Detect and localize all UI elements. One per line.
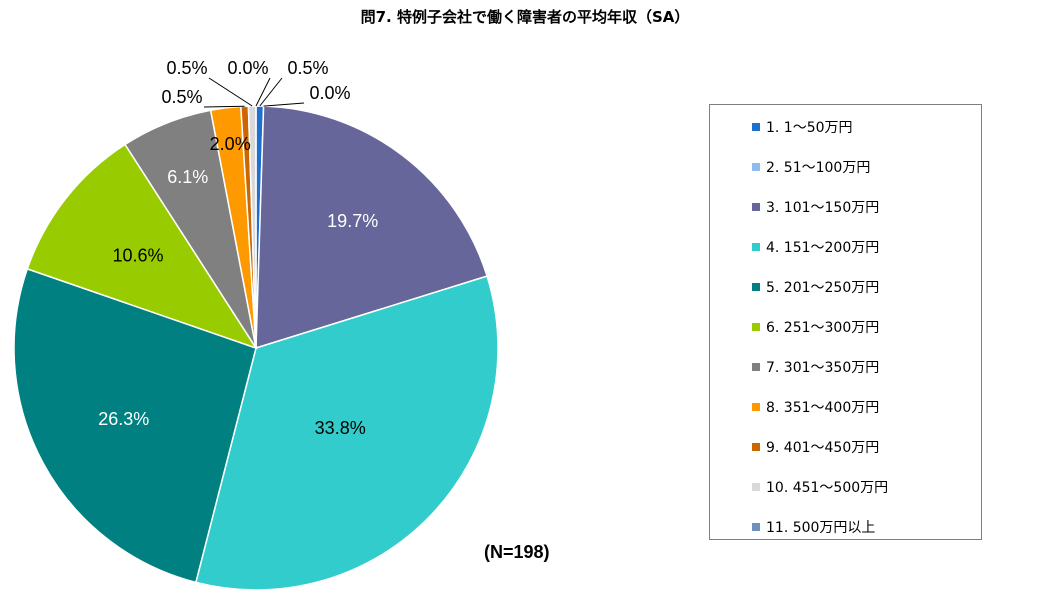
leader-line-9: [203, 105, 245, 108]
pie-slice-6: [26, 143, 258, 350]
legend-swatch: [752, 163, 760, 171]
legend-swatch: [752, 203, 760, 211]
legend-label: 10. 451～500万円: [766, 480, 889, 496]
legend-label: 8. 351～400万円: [766, 400, 880, 416]
legend-item-10: 10. 451～500万円: [752, 477, 888, 497]
legend-item-2: 2. 51～100万円: [752, 157, 870, 177]
legend-label: 3. 101～150万円: [766, 200, 880, 216]
sample-size-note: (N=198): [484, 542, 550, 562]
data-label-8: 2.0%: [210, 134, 251, 154]
data-label-9: 0.5%: [161, 87, 202, 107]
leader-line-2: [263, 102, 305, 107]
legend-swatch: [752, 363, 760, 371]
legend-label: 4. 151～200万円: [766, 240, 880, 256]
legend-label: 6. 251～300万円: [766, 320, 880, 336]
pie-slice-4: [194, 275, 499, 591]
legend-item-3: 3. 101～150万円: [752, 197, 879, 217]
legend-item-8: 8. 351～400万円: [752, 397, 879, 417]
pie-slice-3: [255, 105, 489, 350]
legend: 1. 1～50万円 2. 51～100万円 3. 101～150万円 4. 151～2…: [709, 104, 982, 540]
legend-swatch: [752, 283, 760, 291]
legend-swatch: [752, 443, 760, 451]
legend-swatch: [752, 403, 760, 411]
legend-item-4: 4. 151～200万円: [752, 237, 879, 257]
data-label-10: 0.5%: [166, 58, 207, 78]
legend-swatch: [752, 483, 760, 491]
legend-swatch: [752, 243, 760, 251]
legend-item-7: 7. 301～350万円: [752, 357, 879, 377]
leader-line-11: [255, 77, 271, 107]
legend-label: 2. 51～100万円: [766, 160, 871, 176]
legend-label: 5. 201～250万円: [766, 280, 880, 296]
legend-item-1: 1. 1～50万円: [752, 117, 853, 137]
leader-line-1: [259, 77, 283, 107]
data-label-2: 0.0%: [309, 83, 350, 103]
legend-swatch: [752, 523, 760, 531]
data-label-7: 6.1%: [167, 167, 208, 187]
data-label-5: 26.3%: [98, 409, 149, 429]
data-label-6: 10.6%: [112, 245, 163, 265]
data-label-11: 0.0%: [227, 58, 268, 78]
legend-swatch: [752, 323, 760, 331]
legend-label: 1. 1～50万円: [766, 120, 853, 136]
pie-slice-10: [247, 105, 257, 349]
pie-slice-5: [13, 267, 257, 584]
chart-title: 問7. 特例子会社で働く障害者の平均年収（SA）: [360, 8, 690, 26]
leader-line-10: [208, 77, 253, 107]
data-label-3: 19.7%: [327, 211, 378, 231]
data-label-1: 0.5%: [287, 58, 328, 78]
legend-item-11: 11. 500万円以上: [752, 517, 875, 537]
legend-item-6: 6. 251～300万円: [752, 317, 879, 337]
legend-item-5: 5. 201～250万円: [752, 277, 879, 297]
legend-item-9: 9. 401～450万円: [752, 437, 879, 457]
legend-label: 11. 500万円以上: [766, 520, 876, 536]
legend-swatch: [752, 123, 760, 131]
legend-label: 9. 401～450万円: [766, 440, 880, 456]
legend-label: 7. 301～350万円: [766, 360, 880, 376]
data-label-4: 33.8%: [315, 418, 366, 438]
